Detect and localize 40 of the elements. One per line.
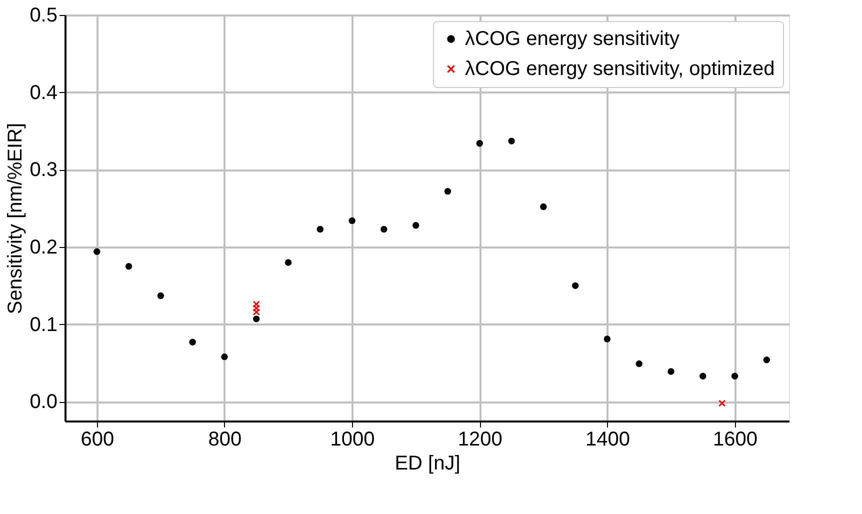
point xyxy=(508,138,515,144)
point xyxy=(731,372,738,380)
point xyxy=(700,372,706,380)
point xyxy=(476,140,483,147)
x-tick-label: 1600 xyxy=(713,428,758,450)
point xyxy=(253,316,260,322)
x-tick-label: 1400 xyxy=(585,428,630,450)
point xyxy=(94,248,100,255)
y-tick-label: 0.5 xyxy=(30,4,58,26)
point xyxy=(316,226,324,233)
point xyxy=(125,262,132,270)
point xyxy=(604,336,611,342)
point xyxy=(444,188,452,195)
x-axis-title: ED [nJ] xyxy=(394,452,460,474)
point xyxy=(668,368,674,375)
point xyxy=(572,282,579,290)
y-axis-title: Sensitivity [nm/%EIR] xyxy=(4,122,27,314)
point xyxy=(157,292,164,300)
legend-label: λCOG energy sensitivity, optimized xyxy=(465,58,775,80)
point xyxy=(348,217,356,224)
legend-label: λCOG energy sensitivity xyxy=(465,28,680,50)
point xyxy=(253,308,260,316)
y-tick-label: 0.1 xyxy=(30,314,58,336)
point xyxy=(284,259,292,266)
x-tick-label: 800 xyxy=(208,428,242,450)
point xyxy=(412,222,420,229)
point xyxy=(221,353,228,360)
point xyxy=(189,338,196,346)
point xyxy=(763,356,770,364)
point xyxy=(540,203,547,210)
point xyxy=(718,400,726,407)
y-tick-label: 0.4 xyxy=(30,82,58,104)
x-tick-label: 1200 xyxy=(458,428,502,450)
y-tick-label: 0.2 xyxy=(30,236,58,258)
point xyxy=(380,226,388,233)
y-tick-label: 0.0 xyxy=(30,391,58,414)
y-tick-label: 0.3 xyxy=(30,159,58,182)
x-tick-label: 600 xyxy=(80,428,114,450)
point xyxy=(636,360,642,368)
x-tick-label: 1000 xyxy=(330,428,375,450)
